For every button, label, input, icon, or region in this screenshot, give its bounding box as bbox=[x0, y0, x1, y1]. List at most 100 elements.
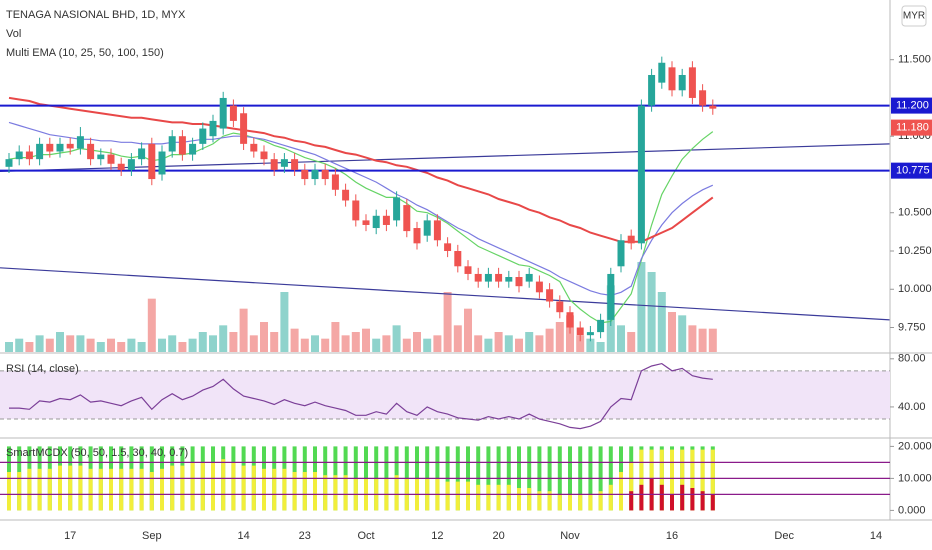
volume-bar bbox=[239, 308, 248, 352]
volume-bar bbox=[25, 342, 34, 352]
mcdx-bar bbox=[170, 465, 175, 511]
volume-bar bbox=[178, 342, 187, 352]
mcdx-bar bbox=[139, 468, 144, 511]
volume-bar bbox=[698, 328, 707, 352]
candle-body bbox=[97, 154, 105, 160]
candle-body bbox=[372, 215, 380, 229]
candle-body bbox=[495, 273, 503, 282]
mcdx-bar bbox=[690, 449, 695, 511]
y-tick-label: 11.500 bbox=[898, 54, 931, 66]
indicator-label: Multi EMA (10, 25, 50, 100, 150) bbox=[6, 47, 164, 59]
mcdx-bar bbox=[98, 468, 103, 511]
candle-body bbox=[321, 169, 329, 180]
candle-body bbox=[576, 327, 584, 336]
mcdx-bar bbox=[88, 468, 93, 511]
candle-body bbox=[484, 273, 492, 282]
volume-bar bbox=[433, 335, 442, 352]
candle-body bbox=[158, 151, 166, 175]
x-tick-label: 23 bbox=[299, 530, 311, 542]
candle-body bbox=[688, 67, 696, 98]
volume-bar bbox=[362, 328, 370, 352]
candle-body bbox=[250, 143, 258, 152]
mcdx-bar bbox=[455, 481, 460, 511]
mcdx-bar bbox=[476, 484, 481, 511]
x-tick-label: 17 bbox=[64, 530, 76, 542]
mcdx-bar bbox=[241, 465, 246, 511]
mcdx-bar bbox=[700, 449, 705, 511]
candle-body bbox=[393, 197, 401, 221]
volume-bar bbox=[525, 332, 534, 352]
rsi-line bbox=[9, 362, 713, 430]
x-tick-label: Dec bbox=[774, 530, 794, 542]
mcdx-bar bbox=[302, 472, 307, 511]
candle-body bbox=[699, 90, 707, 106]
candle-body bbox=[107, 154, 115, 164]
volume-bar bbox=[321, 338, 330, 352]
candle-body bbox=[433, 220, 441, 241]
mcdx-bar bbox=[47, 468, 52, 511]
volume-bar bbox=[168, 335, 177, 352]
volume-bar bbox=[443, 292, 452, 352]
candle-body bbox=[607, 273, 615, 320]
volume-bar bbox=[229, 332, 238, 352]
candle-body bbox=[515, 277, 523, 287]
volume-bar bbox=[117, 342, 126, 352]
mcdx-bar bbox=[568, 494, 572, 511]
volume-bar bbox=[209, 335, 217, 352]
volume-bar bbox=[402, 338, 411, 352]
x-tick-label: 20 bbox=[492, 530, 504, 542]
candle-body bbox=[219, 97, 227, 129]
candle-body bbox=[617, 240, 625, 267]
volume-bar bbox=[188, 338, 197, 352]
mcdx-bar bbox=[119, 468, 124, 511]
volume-bar bbox=[96, 342, 105, 352]
y-tick-label: 10.500 bbox=[898, 207, 932, 219]
mcdx-bar bbox=[680, 484, 685, 511]
mcdx-bar bbox=[670, 449, 674, 511]
volume-bar bbox=[657, 292, 666, 352]
volume-bar bbox=[56, 332, 64, 352]
volume-bar bbox=[45, 338, 54, 352]
candle-body bbox=[117, 163, 125, 170]
mcdx-bar bbox=[58, 465, 62, 511]
volume-bar bbox=[249, 335, 258, 352]
ema-line bbox=[8, 96, 714, 243]
mcdx-bar bbox=[313, 472, 317, 511]
candle-body bbox=[138, 148, 146, 160]
currency-button[interactable] bbox=[901, 5, 927, 27]
x-tick-label: 16 bbox=[666, 530, 678, 542]
volume-bar bbox=[280, 292, 289, 352]
x-tick-label: Nov bbox=[560, 530, 580, 542]
mcdx-bar bbox=[78, 465, 83, 511]
candle-body bbox=[189, 143, 197, 155]
currency-label[interactable]: MYR bbox=[903, 11, 925, 22]
mcdx-bar bbox=[292, 472, 297, 511]
mcdx-bar bbox=[659, 484, 664, 511]
volume-bar bbox=[107, 338, 115, 352]
level-tag bbox=[891, 162, 932, 179]
mcdx-bar bbox=[68, 465, 73, 511]
mcdx-bar bbox=[547, 491, 552, 511]
candle-body bbox=[5, 159, 13, 167]
candle-body bbox=[229, 105, 237, 121]
candle-body bbox=[362, 220, 370, 225]
volume-bar bbox=[35, 335, 44, 352]
y-tick-label: 10.250 bbox=[898, 245, 932, 257]
candle-body bbox=[566, 312, 574, 328]
volume-bar bbox=[464, 308, 472, 352]
volume-bar bbox=[300, 338, 309, 352]
volume-bar bbox=[627, 332, 636, 352]
volume-bar bbox=[647, 272, 656, 352]
candle-body bbox=[454, 250, 462, 267]
mcdx-bar bbox=[251, 465, 256, 511]
mcdx-bar bbox=[343, 475, 348, 511]
mcdx-bar bbox=[190, 462, 195, 511]
volume-bar bbox=[515, 338, 523, 352]
candle-body bbox=[291, 159, 299, 170]
volume-bar bbox=[708, 328, 717, 352]
volume-bar bbox=[270, 332, 279, 352]
mcdx-bar bbox=[27, 468, 32, 511]
volume-bar bbox=[341, 335, 350, 352]
indicator-label: Vol bbox=[6, 28, 21, 40]
